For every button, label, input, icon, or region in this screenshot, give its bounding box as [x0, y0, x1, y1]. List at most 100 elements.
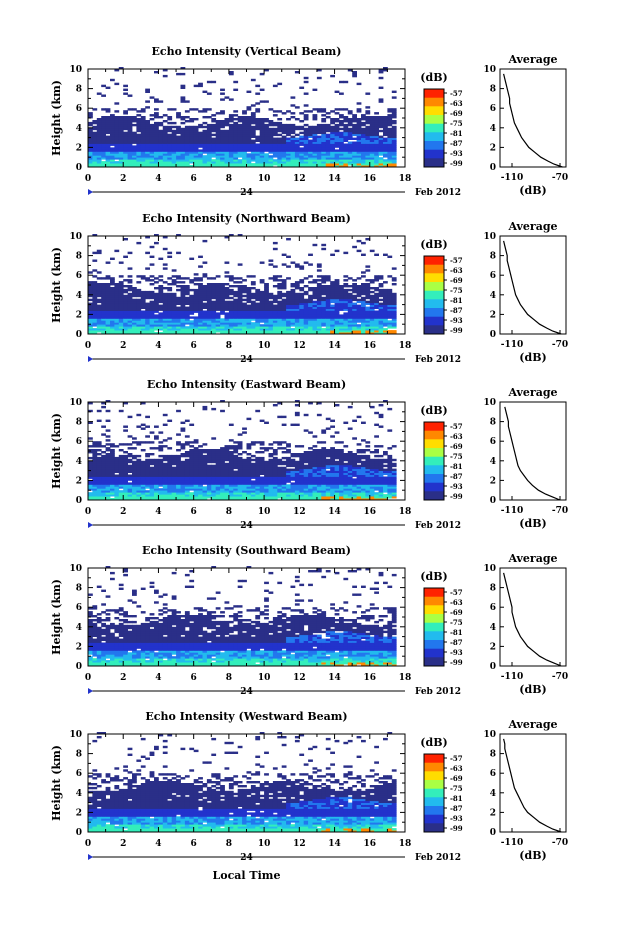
echo-cell: [330, 298, 335, 302]
echo-cell: [114, 143, 120, 146]
echo-cell: [391, 165, 397, 168]
echo-cell: [176, 478, 181, 481]
echo-cell: [215, 131, 221, 135]
echo-cell: [118, 498, 124, 501]
echo-cell: [127, 435, 133, 438]
echo-cell: [105, 285, 111, 288]
echo-cell: [378, 292, 384, 296]
echo-cell: [180, 118, 186, 121]
echo-cell: [184, 151, 190, 154]
echo-cell: [162, 304, 168, 307]
echo-cell: [198, 472, 203, 475]
echo-cell: [224, 118, 230, 121]
echo-cell: [202, 141, 208, 144]
echo-cell: [246, 139, 252, 142]
echo-cell: [132, 490, 137, 493]
echo-cell: [228, 116, 234, 119]
echo-cell: [215, 328, 221, 331]
echo-cell: [330, 159, 335, 162]
echo-cell: [237, 281, 243, 284]
echo-cell: [92, 161, 98, 164]
echo-cell: [162, 302, 168, 305]
echo-cell: [105, 127, 111, 131]
echo-cell: [343, 159, 349, 162]
echo-cell: [88, 121, 93, 125]
echo-cell: [118, 300, 124, 304]
echo-cell: [334, 133, 340, 137]
echo-cell: [294, 161, 300, 164]
echo-cell: [339, 300, 344, 304]
echo-cell: [167, 127, 173, 131]
echo-cell: [158, 149, 164, 152]
echo-cell: [233, 474, 239, 477]
echo-cell: [339, 306, 344, 309]
echo-cell: [220, 294, 225, 298]
x-tick-label: 16: [364, 174, 377, 184]
echo-cell: [308, 300, 313, 304]
echo-cell: [352, 312, 357, 315]
echo-cell: [242, 318, 247, 321]
echo-cell: [237, 472, 243, 475]
echo-cell: [211, 161, 217, 164]
echo-cell: [132, 488, 137, 491]
echo-cell: [264, 492, 269, 495]
echo-cell: [92, 318, 98, 321]
echo-cell: [228, 480, 234, 483]
echo-cell: [325, 300, 331, 304]
echo-cell: [132, 320, 137, 323]
echo-cell: [189, 281, 195, 284]
echo-cell: [250, 159, 256, 162]
echo-cell: [140, 137, 146, 140]
echo-cell: [110, 123, 115, 127]
echo-cell: [387, 108, 393, 111]
echo-cell: [136, 310, 142, 313]
echo-cell: [114, 460, 120, 464]
echo-cell: [321, 157, 327, 160]
echo-cell: [215, 316, 221, 319]
panel-1: Echo Intensity (Northward Beam)0246810He…: [50, 212, 568, 365]
echo-cell: [167, 155, 173, 158]
echo-cell: [114, 82, 120, 86]
echo-cell: [264, 474, 269, 477]
echo-cell: [105, 322, 111, 325]
echo-cell: [339, 143, 344, 146]
echo-cell: [264, 155, 269, 158]
echo-cell: [123, 318, 128, 321]
echo-cell: [101, 488, 106, 491]
echo-cell: [312, 157, 318, 160]
avg-y-tick-label: 2: [490, 143, 496, 153]
echo-cell: [140, 322, 146, 325]
echo-cell: [105, 400, 111, 403]
echo-cell: [268, 277, 274, 280]
echo-cell: [361, 147, 366, 150]
echo-cell: [352, 283, 357, 286]
echo-cell: [127, 498, 133, 501]
echo-cell: [105, 165, 111, 168]
echo-cell: [105, 490, 111, 493]
echo-cell: [224, 474, 230, 477]
echo-cell: [114, 326, 120, 329]
echo-cell: [387, 324, 393, 327]
echo-cell: [136, 137, 142, 140]
echo-cell: [145, 267, 150, 270]
echo-cell: [343, 165, 349, 168]
echo-cell: [92, 308, 98, 311]
echo-cell: [246, 106, 252, 109]
echo-cell: [215, 125, 221, 129]
echo-cell: [193, 458, 199, 462]
echo-cell: [343, 163, 349, 166]
echo-cell: [290, 302, 296, 305]
echo-cell: [136, 153, 142, 156]
echo-cell: [290, 145, 296, 148]
echo-cell: [272, 163, 278, 166]
echo-cell: [110, 135, 115, 138]
echo-cell: [92, 464, 98, 468]
echo-cell: [110, 153, 115, 156]
echo-cell: [378, 71, 384, 74]
echo-cell: [378, 98, 384, 101]
echo-cell: [96, 123, 102, 127]
echo-cell: [180, 288, 186, 292]
echo-cell: [127, 453, 133, 456]
echo-cell: [176, 234, 181, 237]
echo-cell: [286, 314, 291, 317]
